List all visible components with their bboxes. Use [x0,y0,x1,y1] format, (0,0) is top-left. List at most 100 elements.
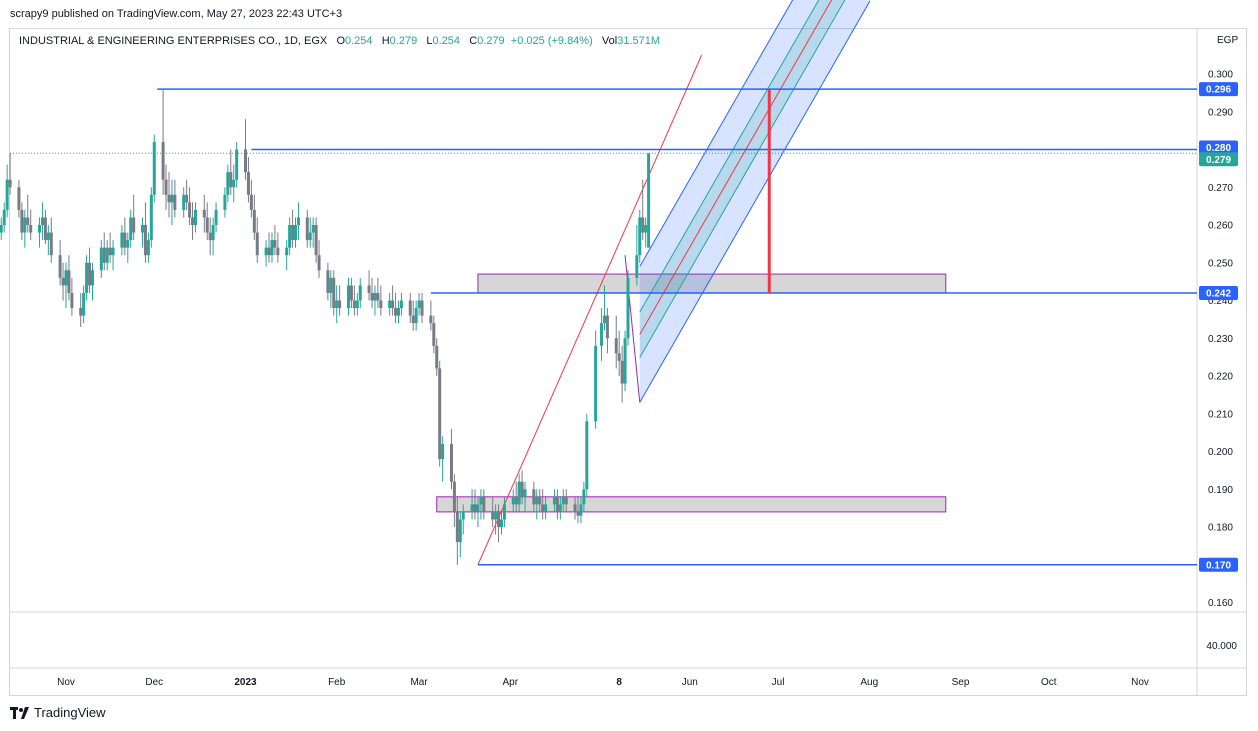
trend-line [477,54,703,565]
chart-frame [9,28,1247,696]
y-tick-label: 0.210 [1208,409,1233,420]
candle-body [388,300,392,309]
candle-body [17,187,21,210]
candle-body [429,315,433,324]
candle-body [473,504,477,512]
candle-body [561,496,565,505]
candle-body [79,308,83,316]
legend-symbol[interactable]: INDUSTRIAL & ENGINEERING ENTERPRISES CO.… [19,35,328,47]
legend-volume-label: Vol [601,35,618,47]
candle-body [205,217,209,233]
candle-body [396,308,400,316]
candle-body [455,511,459,543]
candle-body [246,172,250,195]
candle-body [170,194,174,203]
legend-change-value: +0.025 (+9.84%) [510,35,593,47]
candle-body [449,443,453,482]
candle-body [470,504,474,512]
candle-body [252,209,256,233]
candle-body [329,277,333,293]
candle-body [555,496,559,512]
publisher-header: scrapy9 published on TradingView.com, Ma… [10,8,343,20]
candle-body [573,504,577,512]
y-tick-label: 0.290 [1208,107,1233,118]
candle-body [229,172,233,188]
candle-body [358,285,362,301]
candle-body [605,315,609,339]
candle-body [585,421,589,490]
legend-low-label: L [426,35,433,47]
candle-body [294,225,298,241]
candle-body [476,504,480,512]
candle-body [132,217,136,233]
candle-body [564,496,568,505]
candle-body [232,179,236,188]
candle-body [414,308,418,324]
price-label-text: 0.279 [1206,155,1231,166]
candle-body [602,315,606,324]
candle-body [285,247,289,256]
y-tick-label: 0.160 [1208,598,1233,609]
legend-close-value: 0.279 [477,35,505,47]
footer-brand[interactable]: TradingView [10,705,106,720]
candle-body [535,496,539,505]
candle-body [338,300,342,309]
candle-body [647,153,651,248]
candle-body [235,149,239,180]
candle-body [202,209,206,218]
candle-body [623,338,627,384]
candle-body [167,194,171,203]
candle-body [538,496,542,505]
candle-body [600,323,604,346]
candle-body [249,194,253,210]
price-label-text: 0.296 [1206,85,1231,96]
candle-body [558,504,562,512]
candle-body [108,247,112,256]
candle-body [541,504,545,512]
candle-body [61,277,65,286]
candle-body [270,240,274,256]
candle-body [314,225,318,256]
candle-body [497,511,501,527]
y-tick-label: 0.260 [1208,221,1233,232]
candle-body [90,270,94,286]
candle-body [594,345,598,422]
y-tick-label: 0.180 [1208,523,1233,534]
candle-body [317,255,321,271]
channel-line [639,0,871,403]
symbol-legend: INDUSTRIAL & ENGINEERING ENTERPRISES CO.… [19,35,660,47]
candle-body [23,217,27,233]
candle-body [346,285,350,309]
candle-body [635,255,639,278]
candle-body [491,511,495,520]
footer-brand-label: TradingView [34,705,106,720]
candle-body [432,323,436,346]
candle-body [641,217,645,233]
candle-body [146,240,150,256]
candle-body [370,292,374,301]
candle-body [161,141,165,180]
x-tick-label: Apr [503,677,519,688]
candle-body [614,338,618,354]
price-label-badge [1199,557,1238,572]
candle-body [326,270,330,293]
x-tick-label: 2023 [234,677,257,688]
x-tick-label: Sep [952,677,970,688]
y-tick-label: 0.240 [1208,296,1233,307]
candle-body [399,300,403,309]
candle-body [5,179,9,210]
candle-body [129,217,133,241]
candle-body [579,504,583,516]
candle-body [391,300,395,309]
candle-body [544,504,548,512]
volume-tick-label: 40.000 [1206,641,1237,652]
x-tick-label: Jun [682,677,698,688]
candle-body [182,194,186,210]
candle-body [288,225,292,248]
x-tick-label: Nov [57,677,75,688]
candle-body [26,217,30,225]
y-tick-label: 0.230 [1208,334,1233,345]
y-tick-label: 0.300 [1208,70,1233,81]
candle-body [520,481,524,497]
